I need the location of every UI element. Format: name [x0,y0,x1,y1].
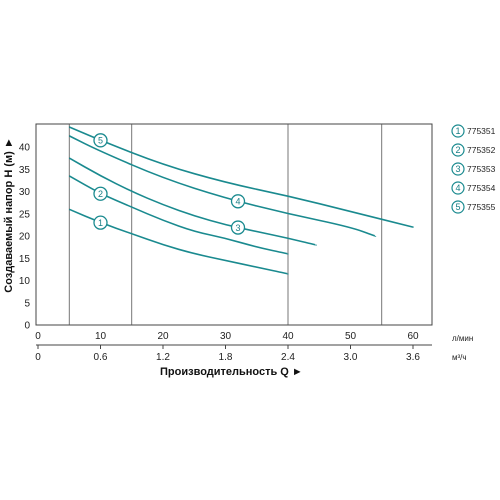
legend-label: 775351 [467,126,496,136]
x-tick-label: 10 [95,331,107,342]
x-axis-title: Производительность Q ► [160,366,303,378]
x-tick-label: 0 [35,331,41,342]
plot-frame [35,123,433,326]
series-marker-2: 2 [93,186,108,201]
series-line-775352 [68,175,289,255]
legend-item-775354: 4 775354 [451,181,496,195]
legend-marker-label: 4 [455,183,460,193]
y-tick-label: 30 [19,187,31,198]
x2-tick-label: 0.6 [94,352,108,363]
series-marker-4: 4 [230,194,246,209]
y-tick-label: 20 [19,232,31,243]
series-marker-label: 3 [235,223,240,233]
series-marker-circle [93,186,108,201]
series-marker-circle [230,220,246,235]
x-tick-label: 30 [220,331,232,342]
series-marker-label: 4 [235,197,240,207]
series-line-775354 [68,135,377,237]
legend-marker [451,124,465,138]
y-tick-label: 0 [24,321,30,332]
legend-label: 775354 [467,183,496,193]
x-axis-unit-secondary: м³/ч [452,353,467,362]
x2-tick-label: 0 [35,352,41,363]
series-marker-5: 5 [93,133,108,148]
series-line-775355 [68,126,414,228]
legend-marker [451,162,465,176]
x2-tick-label: 2.4 [281,352,295,363]
series-marker-label: 5 [98,136,103,146]
x-tick-label: 40 [282,331,294,342]
y-tick-label: 15 [19,254,31,265]
x-axis-unit-primary: л/мин [452,334,473,343]
series-marker-circle [93,133,108,148]
x2-tick-label: 3.0 [344,352,358,363]
x2-tick-label: 1.2 [156,352,170,363]
legend-item-775355: 5 775355 [451,200,496,214]
series-line-775353 [68,157,317,246]
x-tick-label: 60 [407,331,419,342]
series-marker-circle [93,215,108,230]
y-tick-label: 25 [19,209,31,220]
legend-item-775353: 3 775353 [451,162,496,176]
legend-label: 775352 [467,145,496,155]
series-marker-1: 1 [93,215,108,230]
y-tick-label: 40 [19,143,31,154]
legend-marker-label: 1 [455,126,460,136]
x-tick-label: 50 [345,331,357,342]
legend-marker-label: 3 [455,164,460,174]
legend-marker-label: 2 [455,145,460,155]
legend-marker [451,181,465,195]
legend-marker [451,143,465,157]
legend-label: 775353 [467,164,496,174]
y-tick-label: 10 [19,276,31,287]
x2-tick-label: 1.8 [219,352,233,363]
y-tick-label: 35 [19,165,31,176]
series-marker-label: 2 [98,189,103,199]
legend-marker [451,200,465,214]
y-tick-label: 5 [24,298,30,309]
legend-item-775352: 2 775352 [451,143,496,157]
series-marker-circle [230,194,246,209]
legend-marker-label: 5 [455,202,460,212]
legend-item-775351: 1 775351 [451,124,496,138]
y-axis-title: Создаваемый напор Н (м) ► [3,137,15,292]
series-marker-3: 3 [230,220,246,235]
series-marker-label: 1 [98,218,103,228]
x-tick-label: 20 [157,331,169,342]
x2-tick-label: 3.6 [406,352,420,363]
legend-label: 775355 [467,202,496,212]
